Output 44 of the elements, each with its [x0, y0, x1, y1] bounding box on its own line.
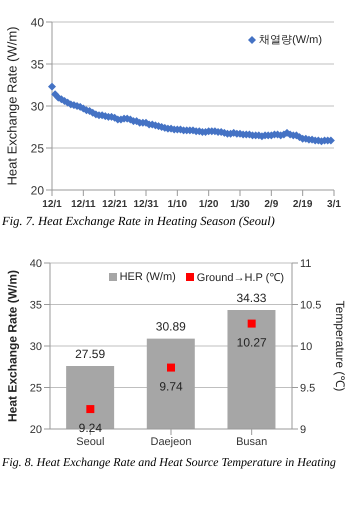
- data-label: 30.89: [156, 320, 186, 334]
- data-label: 34.33: [236, 291, 267, 306]
- point: [248, 320, 256, 328]
- y-axis-title: Heat Exchange Rate (W/m): [5, 270, 20, 422]
- y-tick-label: 35: [30, 57, 44, 72]
- y-tick-label: 30: [30, 99, 44, 114]
- y2-tick-label: 11: [300, 258, 312, 270]
- y-tick-label: 25: [30, 382, 42, 394]
- y-tick-label: 20: [30, 183, 44, 198]
- y-tick-label: 20: [30, 424, 42, 436]
- x-tick-label: Busan: [236, 436, 268, 448]
- y2-tick-label: 9: [300, 424, 306, 436]
- point: [86, 405, 94, 414]
- x-tick-label: 12/11: [71, 199, 96, 210]
- caption: Fig. 7. Heat Exchange Rate in Heating Season (Seoul): [2, 214, 276, 229]
- y-tick-label: 40: [30, 258, 42, 270]
- caption: Fig. 8. Heat Exchange Rate and Heat Source Temperature in Heating: [2, 455, 337, 470]
- data-label: 10.27: [236, 336, 268, 350]
- y-tick-label: 40: [30, 15, 44, 30]
- legend-label: Ground→H.P (℃): [196, 271, 284, 284]
- point: [167, 364, 175, 372]
- x-tick-label: 2/19: [292, 199, 313, 210]
- legend-label: HER (W/m): [118, 270, 176, 284]
- x-tick-label: 12/1: [42, 199, 62, 210]
- y2-tick-label: 10: [300, 340, 312, 353]
- x-tick-label: 12/31: [133, 199, 159, 210]
- data-label: 27.59: [75, 347, 106, 362]
- y-axis-title: Heat Exchange Rate (W/m): [4, 26, 20, 186]
- x-tick-label: Seoul: [76, 436, 104, 448]
- x-tick-label: Daejeon: [150, 436, 192, 448]
- y2-tick-label: 10.5: [300, 299, 322, 312]
- x-tick-label: 1/30: [230, 199, 250, 210]
- legend-label: 채열량(W/m): [248, 32, 322, 47]
- y2-axis-title: Temperature (℃): [332, 300, 347, 392]
- x-tick-label: 2/9: [264, 199, 279, 210]
- y-tick-label: 35: [30, 299, 42, 312]
- y-tick-label: 25: [30, 141, 44, 156]
- x-tick-label: 1/10: [168, 199, 188, 210]
- y2-tick-label: 9.5: [300, 382, 316, 394]
- data-label: 9.74: [159, 380, 183, 394]
- x-tick-label: 1/20: [198, 199, 219, 210]
- y-tick-label: 30: [30, 340, 42, 353]
- x-tick-label: 3/1: [327, 199, 342, 210]
- x-tick-label: 12/21: [102, 199, 128, 210]
